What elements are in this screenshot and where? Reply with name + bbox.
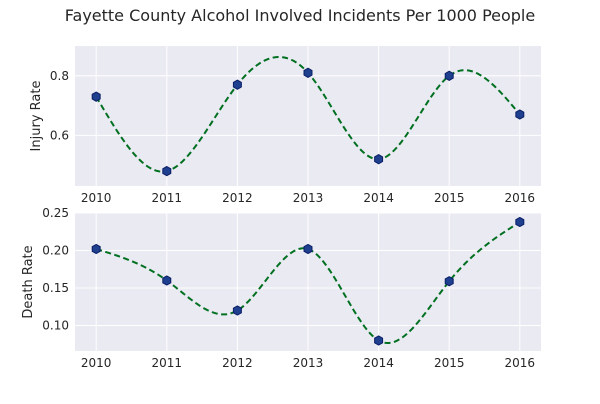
injury-y-axis-label: Injury Rate — [29, 81, 44, 152]
death-x-tick-label: 2015 — [434, 356, 465, 370]
death-y-tick-label: 0.20 — [42, 244, 69, 258]
injury-x-tick-label: 2013 — [293, 191, 324, 205]
death-x-tick-label: 2010 — [81, 356, 112, 370]
injury-data-point — [303, 67, 313, 78]
death-x-tick-label: 2012 — [222, 356, 253, 370]
death-x-tick-label: 2013 — [293, 356, 324, 370]
death-x-tick-label: 2016 — [505, 356, 536, 370]
injury-x-tick-label: 2015 — [434, 191, 465, 205]
injury-data-point — [444, 70, 454, 81]
injury-data-point — [162, 165, 172, 177]
injury-rate-panel: 2010 2011 2012 2013 2014 2015 2016 0.6 0.8 Injury… — [29, 46, 541, 205]
death-data-point — [91, 243, 101, 255]
death-y-axis-label: Death Rate — [21, 245, 36, 318]
death-y-tick-label: 0.25 — [42, 206, 69, 220]
death-x-tick-label: 2014 — [363, 356, 394, 370]
injury-y-tick-label: 0.8 — [50, 69, 69, 83]
injury-x-tick-label: 2010 — [81, 191, 112, 205]
death-data-point — [374, 335, 384, 346]
death-data-point — [162, 275, 172, 286]
injury-data-point — [232, 79, 242, 90]
death-x-tick-label: 2011 — [152, 356, 183, 370]
death-rate-panel: 2010 2011 2012 2013 2014 2015 2016 0.10 0.15 0.20… — [21, 206, 541, 370]
injury-data-point — [91, 91, 101, 102]
injury-x-tick-label: 2012 — [222, 191, 253, 205]
injury-data-point — [515, 109, 525, 120]
death-data-point — [303, 243, 313, 255]
chart-title: Fayette County Alcohol Involved Incident… — [65, 6, 535, 25]
injury-x-tick-label: 2016 — [505, 191, 536, 205]
death-y-tick-label: 0.15 — [42, 281, 69, 295]
injury-y-tick-label: 0.6 — [50, 128, 69, 142]
death-data-point — [232, 305, 242, 316]
injury-x-tick-label: 2011 — [152, 191, 183, 205]
death-data-point — [444, 276, 454, 287]
injury-x-tick-label: 2014 — [363, 191, 394, 205]
death-y-tick-label: 0.10 — [42, 319, 69, 333]
death-data-point — [515, 216, 525, 228]
injury-data-point — [374, 154, 384, 165]
